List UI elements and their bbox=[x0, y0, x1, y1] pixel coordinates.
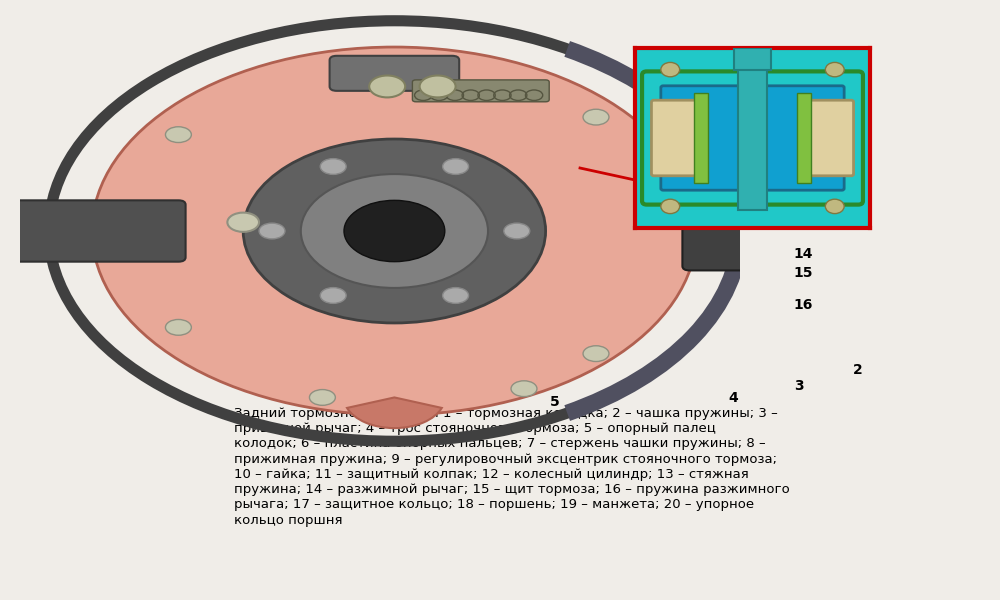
Circle shape bbox=[301, 174, 488, 288]
Text: 11: 11 bbox=[468, 162, 487, 176]
Text: 8: 8 bbox=[326, 250, 335, 264]
FancyBboxPatch shape bbox=[642, 71, 863, 205]
Circle shape bbox=[583, 346, 609, 362]
FancyBboxPatch shape bbox=[412, 80, 549, 102]
Circle shape bbox=[320, 287, 346, 304]
Text: 14: 14 bbox=[793, 247, 813, 262]
Circle shape bbox=[825, 62, 844, 77]
Text: 3: 3 bbox=[794, 379, 804, 393]
Bar bbox=[734, 48, 771, 70]
Bar bbox=[738, 66, 767, 210]
Wedge shape bbox=[347, 397, 442, 428]
FancyBboxPatch shape bbox=[330, 56, 459, 91]
Text: кольцо поршня: кольцо поршня bbox=[234, 514, 342, 527]
Text: 2: 2 bbox=[852, 363, 862, 377]
Circle shape bbox=[309, 389, 335, 406]
Circle shape bbox=[320, 158, 346, 175]
Circle shape bbox=[344, 200, 445, 262]
Text: Задний тормозной механизм 1 – тормозная колодка; 2 – чашка пружины; 3 –: Задний тормозной механизм 1 – тормозная … bbox=[234, 407, 777, 420]
Circle shape bbox=[443, 287, 469, 304]
Text: 13: 13 bbox=[584, 157, 604, 172]
FancyBboxPatch shape bbox=[13, 200, 186, 262]
Circle shape bbox=[369, 76, 405, 97]
FancyBboxPatch shape bbox=[651, 100, 703, 176]
Bar bbox=[694, 93, 708, 183]
Text: приводной рычаг; 4 – трос стояночного тормоза; 5 – опорный палец: приводной рычаг; 4 – трос стояночного то… bbox=[234, 422, 715, 435]
Circle shape bbox=[825, 199, 844, 214]
Bar bbox=[797, 93, 811, 183]
Circle shape bbox=[259, 223, 285, 239]
Text: колодок; 6 – пластина опорных пальцев; 7 – стержень чашки пружины; 8 –: колодок; 6 – пластина опорных пальцев; 7… bbox=[234, 437, 765, 451]
Circle shape bbox=[583, 109, 609, 125]
Text: 10 – гайка; 11 – защитный колпак; 12 – колесный цилиндр; 13 – стяжная: 10 – гайка; 11 – защитный колпак; 12 – к… bbox=[234, 468, 748, 481]
Text: 15: 15 bbox=[793, 266, 813, 280]
Circle shape bbox=[92, 47, 697, 415]
Text: рычага; 17 – защитное кольцо; 18 – поршень; 19 – манжета; 20 – упорное: рычага; 17 – защитное кольцо; 18 – порше… bbox=[234, 499, 754, 511]
FancyBboxPatch shape bbox=[682, 196, 747, 271]
Text: 18: 18 bbox=[635, 113, 654, 128]
Circle shape bbox=[165, 319, 191, 335]
Circle shape bbox=[227, 212, 259, 232]
Circle shape bbox=[420, 76, 456, 97]
FancyBboxPatch shape bbox=[661, 86, 844, 190]
Text: 5: 5 bbox=[550, 395, 560, 409]
Circle shape bbox=[511, 381, 537, 397]
Text: пружина; 14 – разжимной рычаг; 15 – щит тормоза; 16 – пружина разжимного: пружина; 14 – разжимной рычаг; 15 – щит … bbox=[234, 483, 789, 496]
Text: 4: 4 bbox=[728, 391, 738, 405]
FancyBboxPatch shape bbox=[802, 100, 854, 176]
Text: 6: 6 bbox=[302, 363, 312, 377]
Text: 19: 19 bbox=[669, 113, 689, 128]
Circle shape bbox=[443, 158, 469, 175]
Circle shape bbox=[661, 199, 680, 214]
Text: 17: 17 bbox=[600, 113, 619, 128]
Text: 10: 10 bbox=[425, 167, 445, 181]
Circle shape bbox=[504, 223, 530, 239]
Circle shape bbox=[243, 139, 546, 323]
Text: 20: 20 bbox=[793, 217, 813, 232]
Circle shape bbox=[661, 62, 680, 77]
Text: 16: 16 bbox=[793, 298, 813, 313]
Text: 7: 7 bbox=[329, 324, 339, 338]
Text: 9: 9 bbox=[372, 181, 382, 194]
Circle shape bbox=[165, 127, 191, 143]
Text: 12: 12 bbox=[514, 160, 534, 174]
Text: прижимная пружина; 9 – регулировочный эксцентрик стояночного тормоза;: прижимная пружина; 9 – регулировочный эк… bbox=[234, 452, 776, 466]
Text: 1: 1 bbox=[651, 287, 661, 301]
